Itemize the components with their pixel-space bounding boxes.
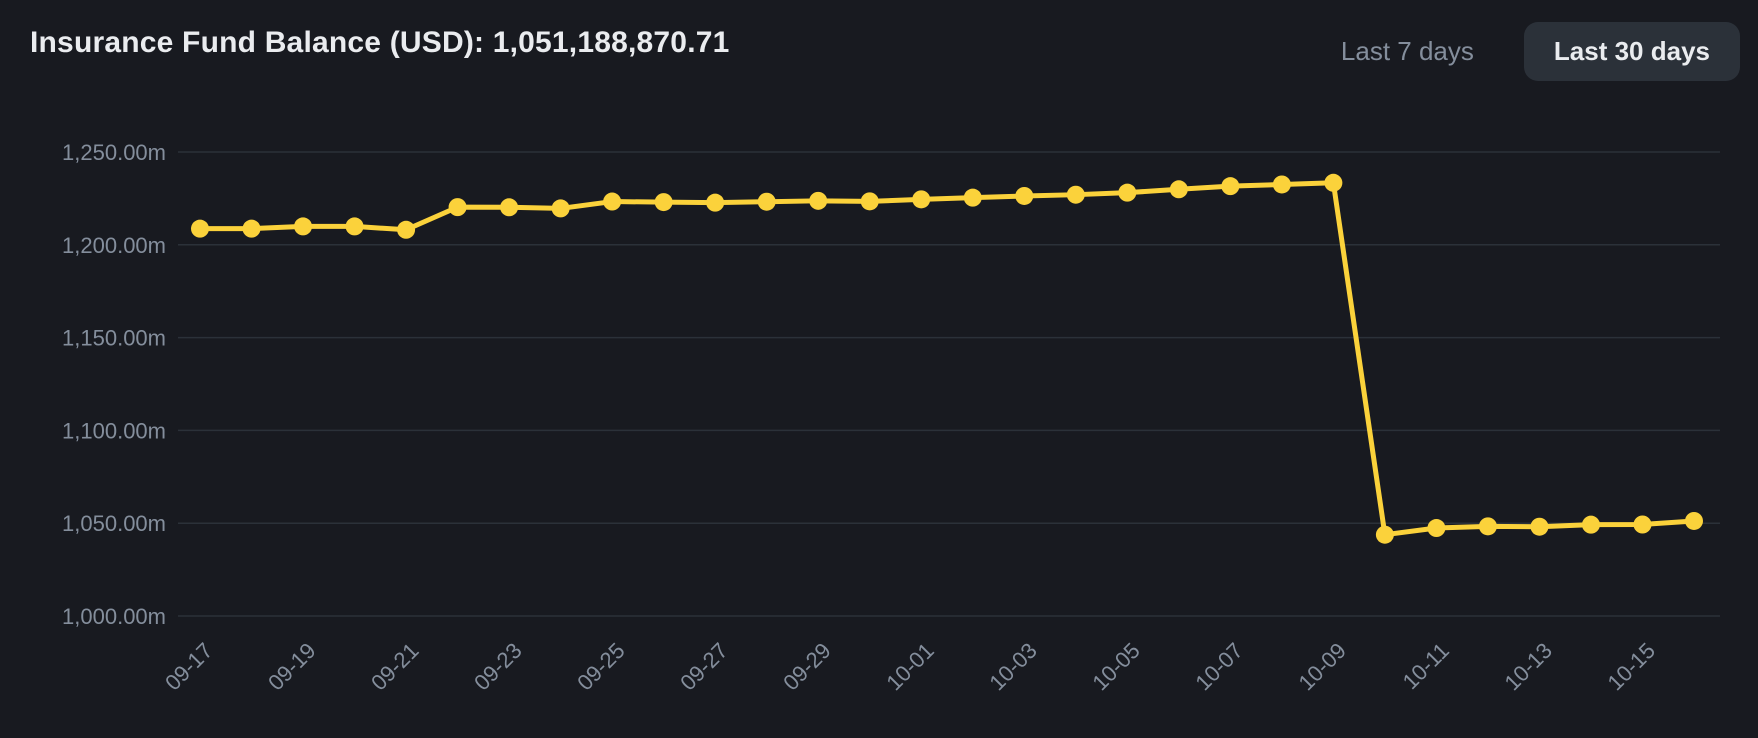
data-point[interactable] [1530,517,1549,536]
data-point[interactable] [1118,183,1137,202]
y-tick-label: 1,000.00m [62,604,166,629]
x-tick-label: 09-23 [469,638,526,695]
last-30-days-button[interactable]: Last 30 days [1523,22,1740,81]
y-tick-label: 1,100.00m [62,418,166,443]
data-point[interactable] [1478,517,1497,536]
data-point[interactable] [654,193,673,212]
data-point[interactable] [500,198,519,217]
x-tick-label: 10-01 [881,638,938,695]
data-point[interactable] [860,192,879,211]
data-point[interactable] [1272,175,1291,194]
x-tick-label: 10-11 [1398,638,1454,694]
y-tick-label: 1,150.00m [62,326,166,351]
x-tick-label: 10-15 [1603,638,1660,695]
x-tick-label: 09-29 [778,638,835,695]
x-tick-label: 10-05 [1087,638,1144,695]
data-point[interactable] [1015,186,1034,205]
data-point[interactable] [757,192,776,211]
last-7-days-button[interactable]: Last 7 days [1333,22,1482,81]
y-tick-label: 1,250.00m [62,140,166,165]
x-tick-label: 10-07 [1190,638,1247,695]
x-tick-label: 10-09 [1293,638,1350,695]
data-point[interactable] [1633,515,1652,534]
data-point[interactable] [1221,177,1240,196]
x-tick-label: 09-25 [572,638,629,695]
data-point[interactable] [706,193,725,212]
data-point[interactable] [1169,180,1188,199]
data-point[interactable] [448,198,467,217]
data-point[interactable] [603,192,622,211]
data-point[interactable] [912,190,931,209]
data-point[interactable] [1324,173,1343,192]
x-tick-label: 09-21 [366,638,423,695]
data-point[interactable] [242,219,261,238]
data-point[interactable] [1427,519,1446,538]
page-title: Insurance Fund Balance (USD): 1,051,188,… [30,26,730,59]
data-point[interactable] [397,220,416,239]
x-tick-label: 10-03 [984,638,1041,695]
x-tick-label: 09-19 [263,638,320,695]
balance-line [197,180,1697,538]
y-tick-label: 1,050.00m [62,511,166,536]
data-point[interactable] [1375,525,1394,544]
x-tick-label: 09-17 [160,638,217,695]
y-tick-label: 1,200.00m [62,233,166,258]
data-point[interactable] [1066,185,1085,204]
data-point[interactable] [345,217,364,236]
data-point[interactable] [551,199,570,218]
data-point[interactable] [294,217,313,236]
data-point[interactable] [963,188,982,207]
time-range-selector: Last 7 days Last 30 days [1333,22,1740,81]
data-point[interactable] [1685,511,1703,530]
x-tick-label: 09-27 [675,638,732,695]
data-point[interactable] [809,191,828,210]
data-point[interactable] [191,219,209,238]
data-point[interactable] [1581,515,1600,534]
x-tick-label: 10-13 [1500,638,1557,695]
